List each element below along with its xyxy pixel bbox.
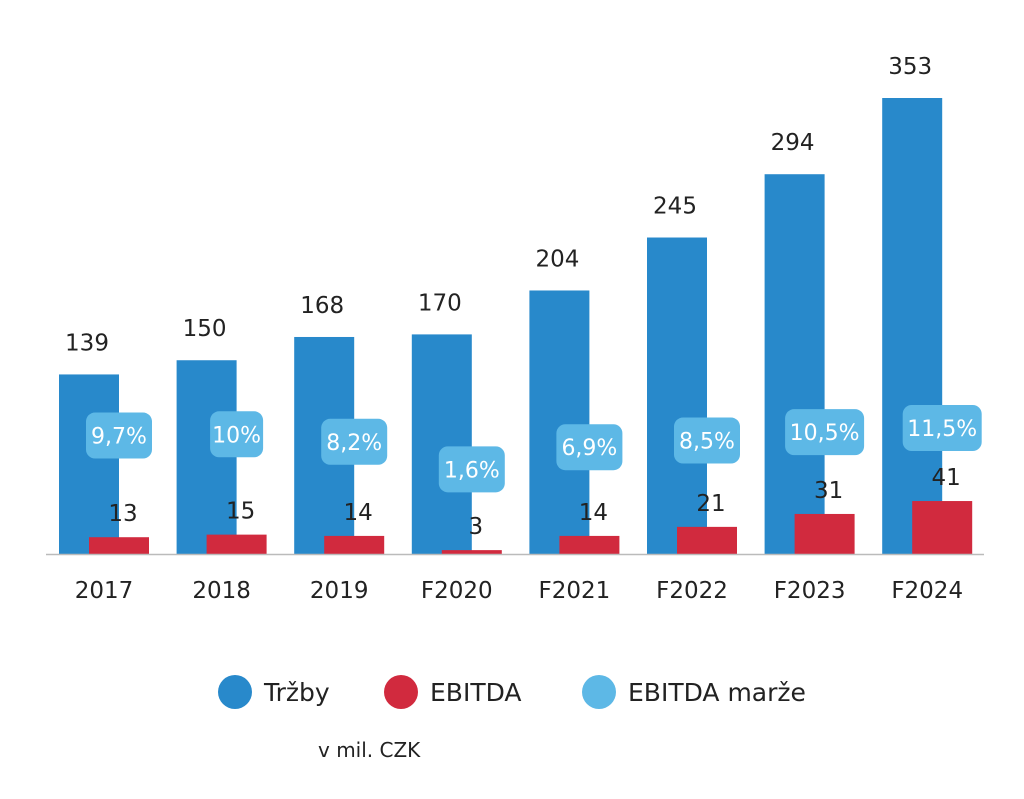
margin-badge-label: 10,5% (790, 421, 860, 446)
margin-badge (86, 412, 152, 459)
x-tick-label: F2022 (656, 578, 728, 604)
bar-chart: 139 150 168 170 204 245 294 353 13 15 14 3 14 21 31 41… (46, 54, 984, 604)
ebitda-bar (441, 550, 502, 554)
revenue-value-label: 204 (535, 246, 579, 272)
legend-item-revenue: Tržby (218, 670, 330, 714)
ebitda-value-label: 41 (932, 465, 961, 491)
revenue-value-label: 150 (183, 316, 227, 342)
unit-note: v mil. CZK (318, 738, 421, 762)
margin-badge-label: 1,6% (444, 458, 500, 483)
margin-badge (902, 405, 982, 451)
margin-badge (210, 411, 264, 458)
revenue-bar (411, 334, 472, 554)
revenue-bar (647, 237, 707, 554)
legend-item-margin: EBITDA marže (582, 670, 806, 714)
x-tick-label: F2023 (774, 578, 846, 604)
revenue-bar (764, 174, 825, 554)
ebitda-value-label: 31 (814, 478, 843, 504)
margin-badge-label: 6,9% (561, 436, 617, 461)
x-tick-label: F2021 (539, 578, 611, 604)
ebitda-bar (794, 513, 855, 554)
x-tick-label: 2019 (310, 578, 369, 604)
x-tick-label: 2017 (75, 578, 134, 604)
revenue-bar (59, 374, 119, 554)
ebitda-bar (324, 535, 385, 554)
legend-label-margin: EBITDA marže (628, 677, 806, 707)
ebitda-bar (559, 535, 620, 554)
legend-label-ebitda: EBITDA (430, 677, 522, 707)
revenue-bar (529, 290, 590, 554)
ebitda-bar (912, 501, 973, 554)
margin-badges: 9,7% 10% 8,2% 1,6% 6,9% 8,5% 10,5% 11,5% (86, 405, 982, 493)
revenue-value-label: 245 (653, 194, 697, 220)
revenue-value-label: 294 (771, 130, 815, 156)
ebitda-value-label: 13 (108, 501, 137, 527)
revenue-value-label: 168 (300, 293, 344, 319)
revenue-value-label: 139 (65, 330, 109, 356)
ebitda-bar (89, 537, 149, 554)
x-tick-label: F2024 (891, 578, 963, 604)
x-axis-tick-labels: 2017 2018 2019 F2020 F2021 F2022 F2023 F2024 (75, 578, 963, 604)
ebitda-value-label: 3 (468, 514, 483, 540)
margin-badge-label: 8,5% (679, 430, 735, 455)
margin-badge (556, 424, 623, 471)
margin-badge (674, 417, 740, 464)
revenue-value-label: 353 (888, 54, 932, 80)
x-tick-label: F2020 (421, 578, 493, 604)
ebitda-bar (206, 534, 267, 554)
revenue-bar (882, 98, 943, 554)
margin-badge-label: 8,2% (326, 431, 382, 456)
margin-badge (321, 418, 388, 465)
revenue-bars (59, 98, 943, 554)
ebitda-value-label: 15 (226, 499, 255, 525)
legend-swatch-margin (582, 675, 616, 709)
ebitda-value-label: 14 (579, 500, 608, 526)
margin-badge-label: 11,5% (907, 417, 977, 442)
legend-label-revenue: Tržby (264, 677, 330, 707)
ebitda-bar (677, 526, 737, 554)
margin-badge-label: 9,7% (91, 425, 147, 450)
ebitda-value-labels: 13 15 14 3 14 21 31 41 (108, 465, 960, 540)
ebitda-value-label: 21 (696, 491, 725, 517)
margin-badge (785, 409, 865, 456)
ebitda-bars (89, 501, 973, 554)
margin-badge-label: 10% (212, 423, 261, 448)
revenue-value-labels: 139 150 168 170 204 245 294 353 (65, 54, 932, 356)
margin-badge (438, 446, 505, 493)
x-tick-label: 2018 (192, 578, 251, 604)
legend-swatch-revenue (218, 675, 252, 709)
legend-swatch-ebitda (384, 675, 418, 709)
legend: Tržby EBITDA EBITDA marže (0, 670, 1024, 714)
revenue-value-label: 170 (418, 290, 462, 316)
legend-item-ebitda: EBITDA (384, 670, 522, 714)
ebitda-value-label: 14 (344, 500, 373, 526)
